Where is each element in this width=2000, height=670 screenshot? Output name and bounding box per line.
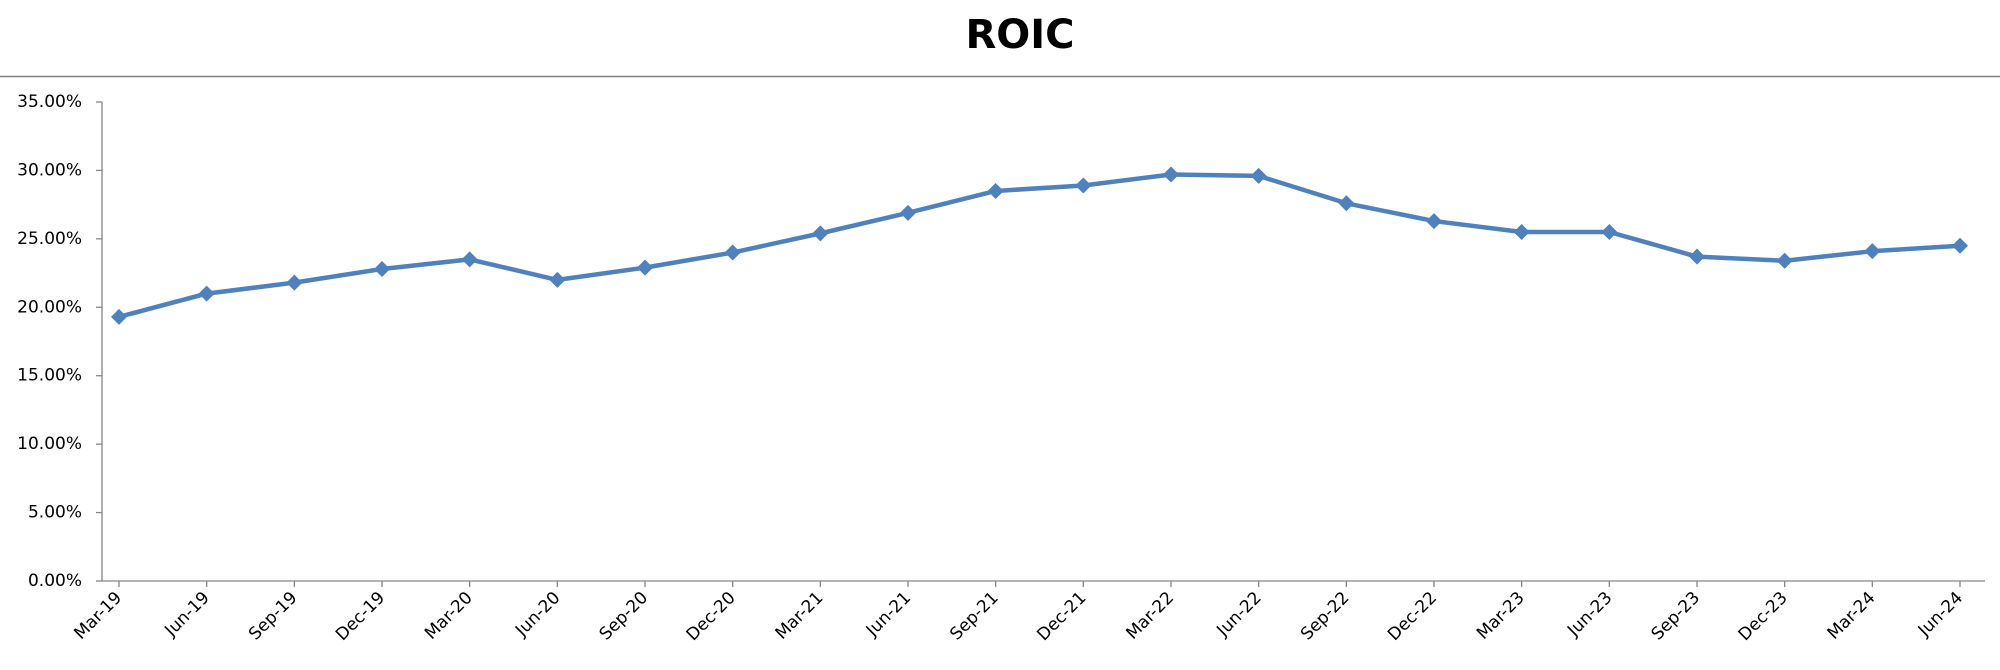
x-tick-label: Mar-20 (421, 588, 477, 644)
data-point (198, 285, 215, 302)
x-tick-label: Sep-23 (1648, 588, 1704, 644)
data-point (1689, 248, 1705, 265)
data-point (1513, 224, 1530, 241)
x-tick-label: Jun-23 (1563, 588, 1616, 641)
x-tick-label: Sep-21 (946, 588, 1002, 644)
x-tick-label: Sep-19 (245, 588, 301, 644)
x-tick-label: Dec-20 (683, 588, 740, 645)
data-point (900, 204, 916, 221)
y-tick-label: 0.00% (28, 571, 82, 591)
y-tick-label: 10.00% (17, 434, 82, 454)
x-tick-label: Dec-23 (1735, 588, 1792, 645)
y-tick-label: 30.00% (17, 160, 82, 180)
y-tick-label: 25.00% (17, 229, 82, 249)
data-point (1601, 224, 1618, 241)
x-tick-label: Jun-24 (1914, 588, 1967, 641)
data-point (1250, 167, 1267, 184)
data-point (286, 274, 303, 291)
data-point (1864, 243, 1881, 260)
data-point (1952, 237, 1968, 254)
x-tick-label: Jun-20 (511, 588, 564, 641)
data-point (549, 271, 566, 288)
data-point (724, 244, 741, 261)
data-point (1776, 252, 1793, 269)
data-point (461, 251, 478, 268)
x-tick-label: Mar-24 (1824, 588, 1880, 644)
x-tick-label: Sep-20 (596, 588, 652, 644)
y-tick-label: 35.00% (17, 92, 82, 112)
x-tick-label: Jun-21 (862, 588, 915, 641)
x-tick-label: Dec-22 (1384, 588, 1441, 645)
data-point (111, 308, 127, 325)
data-point (1426, 213, 1442, 230)
data-point (637, 259, 653, 276)
y-tick-label: 20.00% (17, 297, 82, 317)
x-tick-label: Mar-23 (1473, 588, 1529, 644)
data-point (374, 260, 390, 277)
x-tick-label: Dec-19 (332, 588, 389, 645)
y-tick-label: 5.00% (28, 503, 82, 523)
data-point (1163, 166, 1179, 183)
data-line (118, 172, 1961, 320)
x-tick-label: Dec-21 (1033, 588, 1090, 645)
data-point (1075, 177, 1092, 194)
x-tick-label: Jun-22 (1212, 588, 1265, 641)
data-point (987, 182, 1004, 199)
y-tick-label: 15.00% (17, 366, 82, 386)
data-point (812, 225, 829, 242)
x-tick-label: Sep-22 (1297, 588, 1353, 644)
data-point (1338, 195, 1355, 212)
x-tick-label: Mar-21 (772, 588, 828, 644)
x-tick-label: Mar-22 (1122, 588, 1178, 644)
chart-title: ROIC (965, 12, 1074, 58)
x-tick-label: Jun-19 (160, 588, 213, 641)
x-tick-label: Mar-19 (70, 588, 126, 644)
